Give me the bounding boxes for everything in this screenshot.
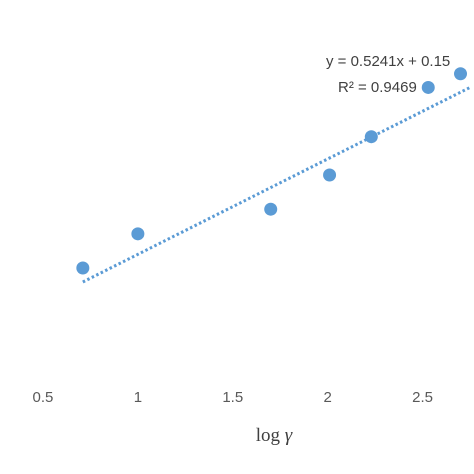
- x-axis-title-plain: log: [256, 425, 285, 446]
- x-tick-label: 2: [323, 389, 331, 406]
- trendline-equation: y = 0.5241x + 0.15: [326, 53, 450, 70]
- data-points-layer: [76, 67, 468, 275]
- data-point: [131, 227, 145, 241]
- data-point: [364, 130, 378, 144]
- x-tick-labels: 0.5 1 1.5 2 2.5: [33, 389, 433, 406]
- x-tick-label: 0.5: [33, 389, 54, 406]
- trendline: [82, 86, 471, 284]
- trendline-layer: [82, 86, 471, 284]
- data-point: [264, 202, 278, 216]
- data-point: [421, 80, 435, 94]
- x-tick-label: 1.5: [222, 389, 243, 406]
- data-point: [323, 168, 337, 182]
- data-point: [76, 261, 90, 275]
- x-tick-label: 2.5: [412, 389, 433, 406]
- x-axis-title-italic: γ: [285, 425, 293, 446]
- x-tick-label: 1: [134, 389, 142, 406]
- x-axis-title: log γ: [256, 425, 293, 446]
- data-point: [454, 67, 468, 81]
- trendline-r-squared: R² = 0.9469: [338, 79, 417, 96]
